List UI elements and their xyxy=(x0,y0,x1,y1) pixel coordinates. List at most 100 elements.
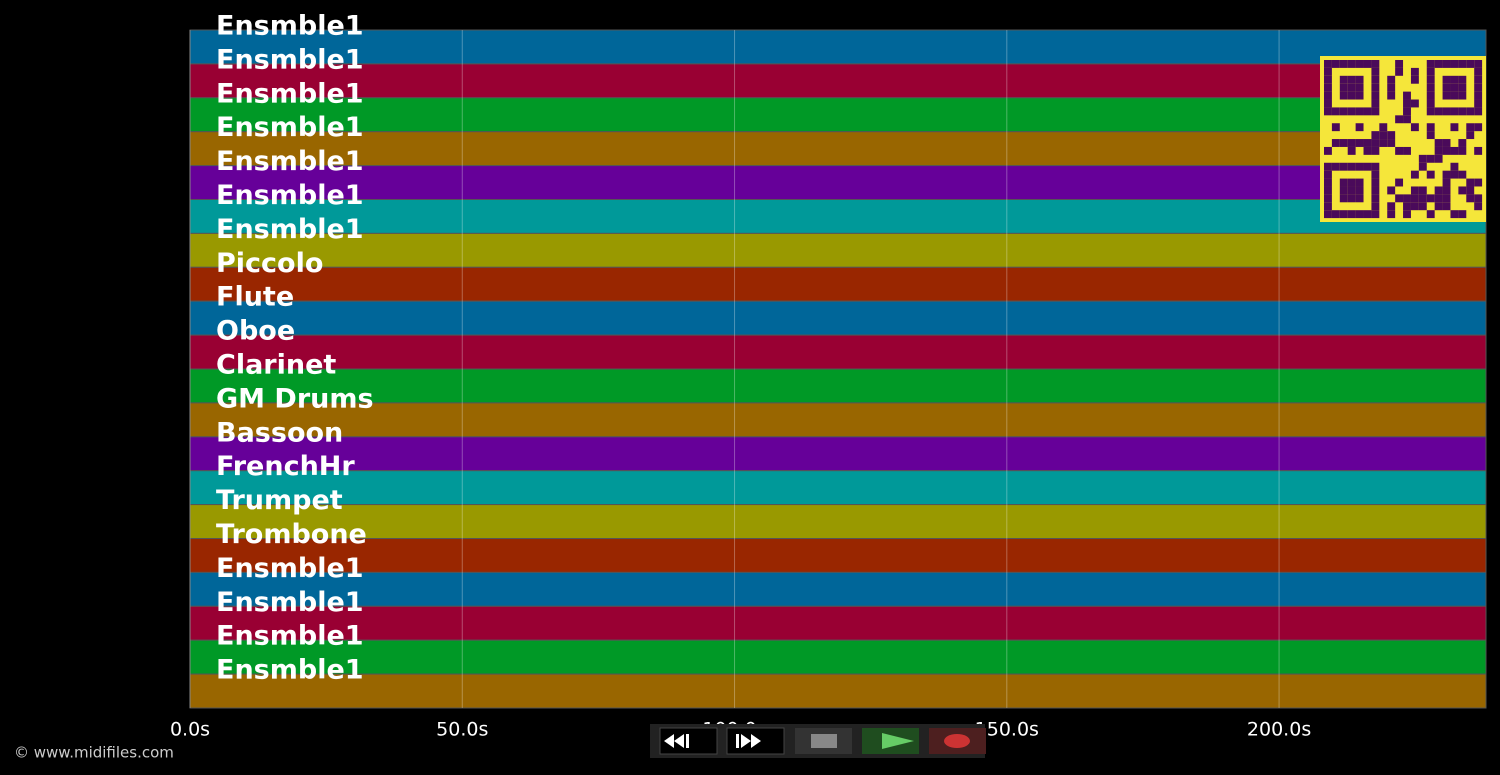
qr-cell xyxy=(1403,99,1411,108)
qr-cell xyxy=(1442,107,1451,116)
qr-cell xyxy=(1355,107,1364,116)
track-band xyxy=(189,368,1487,404)
qr-cell xyxy=(1347,186,1356,195)
qr-cell xyxy=(1339,178,1348,187)
qr-cell xyxy=(1355,75,1364,84)
qr-cell xyxy=(1442,139,1451,147)
qr-cell xyxy=(1466,60,1475,68)
qr-cell xyxy=(1418,202,1427,211)
track-band xyxy=(189,97,1487,133)
qr-cell xyxy=(1371,91,1380,100)
track-name: Ensmble1 xyxy=(216,180,364,211)
track-name: Ensmble1 xyxy=(216,44,364,75)
qr-cell xyxy=(1347,194,1356,203)
qr-cell xyxy=(1434,202,1443,211)
track-name: Bassoon xyxy=(216,417,343,448)
track-name: Ensmble1 xyxy=(216,214,364,245)
qr-cell xyxy=(1371,83,1380,92)
stop-button[interactable] xyxy=(795,728,852,754)
qr-cell xyxy=(1442,75,1451,84)
qr-cell xyxy=(1379,139,1388,147)
qr-cell xyxy=(1395,194,1404,203)
qr-cell xyxy=(1339,91,1348,100)
track-band xyxy=(189,605,1487,641)
qr-cell xyxy=(1331,60,1340,68)
qr-cell xyxy=(1355,210,1364,219)
track-band xyxy=(189,673,1487,709)
footer-credit: © www.midifiles.com xyxy=(14,744,174,762)
qr-cell xyxy=(1324,83,1332,92)
qr-cell xyxy=(1410,99,1419,108)
qr-cell xyxy=(1339,139,1348,147)
qr-cell xyxy=(1347,162,1356,171)
qr-cell xyxy=(1426,91,1435,100)
forward-button[interactable] xyxy=(726,727,785,755)
track-name: Ensmble1 xyxy=(216,553,364,584)
qr-cell xyxy=(1474,194,1483,203)
qr-code xyxy=(1320,56,1486,222)
track-band xyxy=(189,165,1487,201)
track-name: Ensmble1 xyxy=(216,146,364,177)
qr-cell xyxy=(1410,123,1419,132)
qr-cell xyxy=(1410,170,1419,179)
qr-cell xyxy=(1426,194,1435,203)
qr-cell xyxy=(1324,178,1332,187)
track-band xyxy=(189,470,1487,506)
qr-cell xyxy=(1434,186,1443,195)
qr-cell xyxy=(1450,162,1459,171)
track-band xyxy=(189,436,1487,472)
qr-cell xyxy=(1371,202,1380,211)
qr-cell xyxy=(1387,91,1396,100)
qr-cell xyxy=(1371,162,1380,171)
qr-cell xyxy=(1324,107,1332,116)
qr-cell xyxy=(1324,146,1332,155)
record-button[interactable] xyxy=(929,728,986,754)
qr-cell xyxy=(1355,91,1364,100)
qr-cell xyxy=(1450,210,1459,219)
play-button[interactable] xyxy=(862,728,919,754)
rewind-button[interactable] xyxy=(659,727,718,755)
qr-cell xyxy=(1395,146,1404,155)
qr-cell xyxy=(1371,170,1380,179)
qr-cell xyxy=(1474,60,1483,68)
qr-cell xyxy=(1347,60,1356,68)
qr-cell xyxy=(1347,178,1356,187)
qr-cell xyxy=(1363,139,1372,147)
qr-cell xyxy=(1387,139,1396,147)
track-band xyxy=(189,334,1487,370)
qr-cell xyxy=(1418,186,1427,195)
qr-cell xyxy=(1403,146,1411,155)
qr-cell xyxy=(1418,154,1427,163)
track-name: GM Drums xyxy=(216,383,374,414)
track-band xyxy=(189,232,1487,268)
qr-cell xyxy=(1410,67,1419,76)
qr-cell xyxy=(1410,186,1419,195)
qr-cell xyxy=(1339,210,1348,219)
qr-cell xyxy=(1426,83,1435,92)
qr-cell xyxy=(1458,83,1467,92)
qr-cell xyxy=(1426,107,1435,116)
qr-cell xyxy=(1458,60,1467,68)
qr-cell xyxy=(1434,107,1443,116)
qr-cell xyxy=(1474,146,1483,155)
qr-cell xyxy=(1426,154,1435,163)
qr-cell xyxy=(1387,75,1396,84)
qr-cell xyxy=(1395,67,1404,76)
qr-cell xyxy=(1371,60,1380,68)
qr-cell xyxy=(1474,67,1483,76)
qr-cell xyxy=(1355,123,1364,132)
track-band xyxy=(189,131,1487,167)
track-band xyxy=(189,266,1487,302)
qr-cell xyxy=(1355,194,1364,203)
track-band xyxy=(189,639,1487,675)
qr-cell xyxy=(1426,123,1435,132)
qr-cell xyxy=(1324,202,1332,211)
qr-cell xyxy=(1442,202,1451,211)
qr-cell xyxy=(1466,178,1475,187)
qr-cell xyxy=(1426,170,1435,179)
playback-controls xyxy=(650,724,986,758)
qr-cell xyxy=(1379,131,1388,140)
qr-cell xyxy=(1371,210,1380,219)
track-name: Ensmble1 xyxy=(216,587,364,618)
track-band xyxy=(189,300,1487,336)
